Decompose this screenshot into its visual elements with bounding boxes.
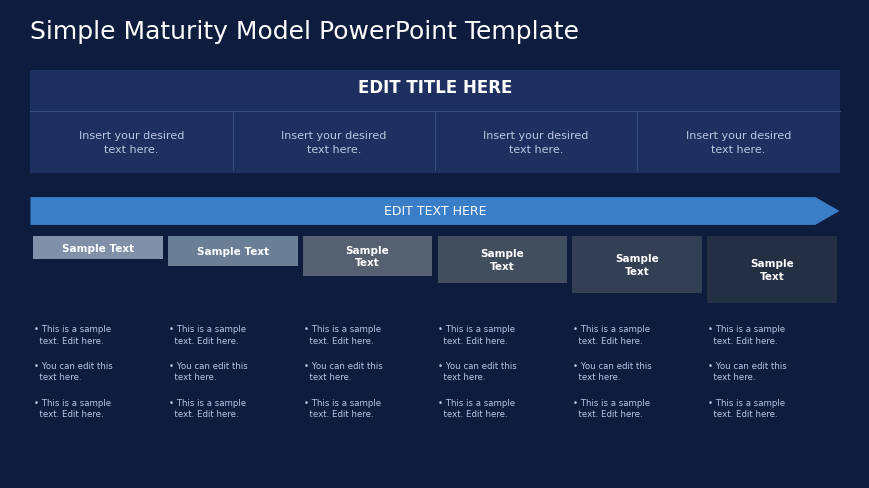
Text: EDIT TEXT HERE: EDIT TEXT HERE <box>383 205 486 218</box>
Text: Insert your desired
text here.: Insert your desired text here. <box>79 130 184 155</box>
Text: Sample
Text: Sample Text <box>749 259 793 281</box>
Text: • This is a sample
  text. Edit here.: • This is a sample text. Edit here. <box>303 398 381 418</box>
FancyBboxPatch shape <box>302 237 432 276</box>
FancyBboxPatch shape <box>437 237 567 284</box>
Text: Insert your desired
text here.: Insert your desired text here. <box>685 130 790 155</box>
Text: Insert your desired
text here.: Insert your desired text here. <box>281 130 386 155</box>
Text: • You can edit this
  text here.: • You can edit this text here. <box>303 361 382 382</box>
FancyBboxPatch shape <box>33 237 163 260</box>
Text: Sample Text: Sample Text <box>196 247 269 257</box>
Text: • This is a sample
  text. Edit here.: • This is a sample text. Edit here. <box>169 325 246 345</box>
Text: • This is a sample
  text. Edit here.: • This is a sample text. Edit here. <box>438 398 515 418</box>
FancyBboxPatch shape <box>30 71 839 173</box>
Polygon shape <box>30 198 839 225</box>
FancyBboxPatch shape <box>706 237 836 303</box>
Text: • You can edit this
  text here.: • You can edit this text here. <box>573 361 652 382</box>
Text: • This is a sample
  text. Edit here.: • This is a sample text. Edit here. <box>34 325 111 345</box>
Text: • This is a sample
  text. Edit here.: • This is a sample text. Edit here. <box>707 398 785 418</box>
Text: • You can edit this
  text here.: • You can edit this text here. <box>34 361 113 382</box>
Text: • This is a sample
  text. Edit here.: • This is a sample text. Edit here. <box>438 325 515 345</box>
Text: • You can edit this
  text here.: • You can edit this text here. <box>438 361 517 382</box>
Text: Sample
Text: Sample Text <box>480 249 524 271</box>
Text: Sample
Text: Sample Text <box>614 254 659 276</box>
FancyBboxPatch shape <box>168 237 297 267</box>
Text: • This is a sample
  text. Edit here.: • This is a sample text. Edit here. <box>169 398 246 418</box>
Text: • This is a sample
  text. Edit here.: • This is a sample text. Edit here. <box>573 398 650 418</box>
Text: • You can edit this
  text here.: • You can edit this text here. <box>169 361 248 382</box>
Text: Sample Text: Sample Text <box>62 243 134 253</box>
Text: EDIT TITLE HERE: EDIT TITLE HERE <box>357 79 512 97</box>
Text: Sample
Text: Sample Text <box>345 245 389 267</box>
Text: • This is a sample
  text. Edit here.: • This is a sample text. Edit here. <box>707 325 785 345</box>
Text: Insert your desired
text here.: Insert your desired text here. <box>483 130 588 155</box>
Text: • You can edit this
  text here.: • You can edit this text here. <box>707 361 786 382</box>
FancyBboxPatch shape <box>572 237 701 293</box>
Text: • This is a sample
  text. Edit here.: • This is a sample text. Edit here. <box>303 325 381 345</box>
Text: Simple Maturity Model PowerPoint Template: Simple Maturity Model PowerPoint Templat… <box>30 20 579 43</box>
Text: • This is a sample
  text. Edit here.: • This is a sample text. Edit here. <box>34 398 111 418</box>
Text: • This is a sample
  text. Edit here.: • This is a sample text. Edit here. <box>573 325 650 345</box>
